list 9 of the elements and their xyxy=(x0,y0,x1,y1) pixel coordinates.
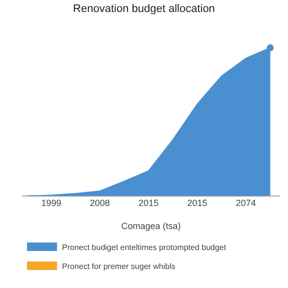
legend-label: Pronect budiget enteltimes protompted budget xyxy=(62,243,227,252)
x-tick-label: 1999 xyxy=(41,198,62,208)
legend-label: Pronect for premer suger whibls xyxy=(62,262,176,272)
x-axis-title: Comagea (tsa) xyxy=(121,220,181,231)
x-tick-label: 2015 xyxy=(138,198,159,208)
x-tick-label: 2074 xyxy=(236,198,256,208)
x-tick-label: 2015 xyxy=(187,198,208,208)
chart-title: Renovation budget allocation xyxy=(73,3,215,16)
x-tick-label: 2008 xyxy=(90,198,110,208)
